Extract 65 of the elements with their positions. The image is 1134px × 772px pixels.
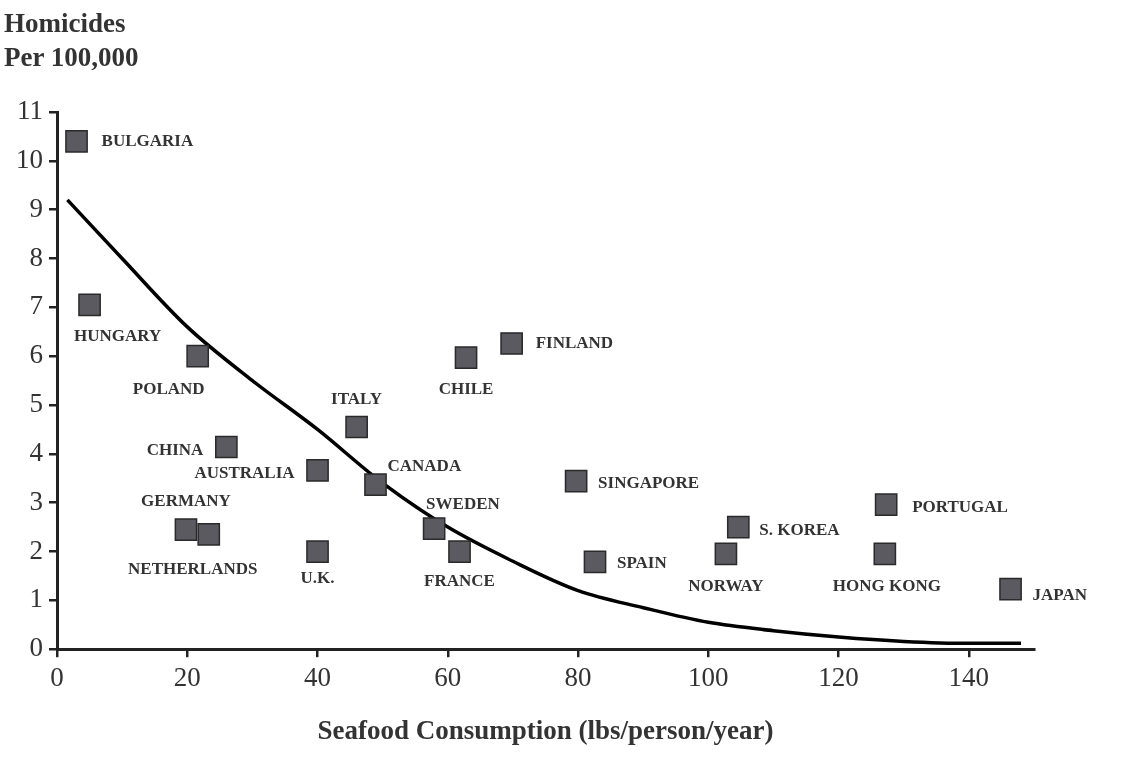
point	[78, 293, 101, 317]
point	[583, 550, 607, 574]
y-tick-label: 9	[29, 192, 43, 223]
annotation: FINLAND	[535, 332, 614, 352]
y-axis-title: Homicides Per 100,000	[4, 7, 139, 74]
y-tick-label: 10	[16, 143, 43, 174]
x-tick-label: 0	[50, 662, 64, 693]
annotation: HONG KONG	[832, 576, 941, 596]
annotation: HUNGARY	[73, 326, 162, 346]
annotation: JAPAN	[1032, 584, 1088, 604]
y-tick-label: 11	[17, 95, 43, 126]
annotation: SPAIN	[617, 553, 668, 573]
point	[197, 523, 221, 546]
point	[306, 459, 329, 482]
point	[500, 332, 523, 355]
annotation: NETHERLANDS	[128, 558, 258, 578]
y-tick-label: 1	[29, 583, 43, 614]
x-tick-label: 120	[818, 662, 859, 693]
line-series	[65, 198, 1023, 646]
point	[186, 344, 210, 368]
point	[448, 540, 471, 563]
annotation: BULGARIA	[101, 130, 194, 150]
annotation: CHILE	[438, 379, 494, 399]
point	[214, 435, 238, 459]
y-tick-label: 8	[29, 241, 43, 272]
y-tick-label: 7	[29, 290, 43, 321]
annotation: PORTUGAL	[912, 497, 1008, 517]
point	[726, 515, 750, 539]
y-tick-label: 5	[29, 388, 43, 419]
annotation: FRANCE	[424, 570, 495, 590]
x-tick-label: 60	[434, 662, 462, 693]
point	[564, 469, 588, 493]
x-tick-label: 100	[688, 662, 729, 693]
annotation: NORWAY	[688, 576, 764, 596]
x-tick-label: 80	[564, 662, 592, 693]
annotation: CANADA	[387, 456, 462, 476]
point	[364, 473, 387, 496]
point	[999, 577, 1022, 601]
annotation: SINGAPORE	[598, 472, 700, 492]
point	[345, 415, 368, 439]
x-axis-title: Seafood Consumption (lbs/person/year)	[317, 714, 774, 745]
y-tick-label: 6	[29, 339, 43, 370]
point	[174, 518, 198, 541]
annotation: AUSTRALIA	[194, 462, 296, 482]
point	[422, 517, 446, 540]
x-tick-label: 140	[948, 662, 990, 693]
annotation: POLAND	[132, 378, 205, 398]
annotation: S. KOREA	[759, 520, 841, 540]
y-tick-label: 0	[29, 632, 43, 663]
annotation: U.K.	[300, 567, 335, 587]
annotation: ITALY	[331, 389, 383, 409]
point	[873, 542, 897, 566]
annotation: GERMANY	[141, 490, 231, 510]
y-tick-label: 3	[29, 485, 43, 516]
x-tick-label: 40	[304, 662, 332, 693]
point	[714, 542, 738, 566]
y-tick-label: 4	[29, 436, 44, 467]
annotation: SWEDEN	[426, 493, 501, 513]
x-tick-label: 20	[173, 662, 201, 693]
y-tick-label: 2	[29, 534, 43, 565]
point	[306, 540, 329, 563]
point	[65, 129, 88, 153]
point	[454, 346, 478, 369]
point	[874, 493, 898, 516]
annotation: CHINA	[146, 440, 205, 460]
